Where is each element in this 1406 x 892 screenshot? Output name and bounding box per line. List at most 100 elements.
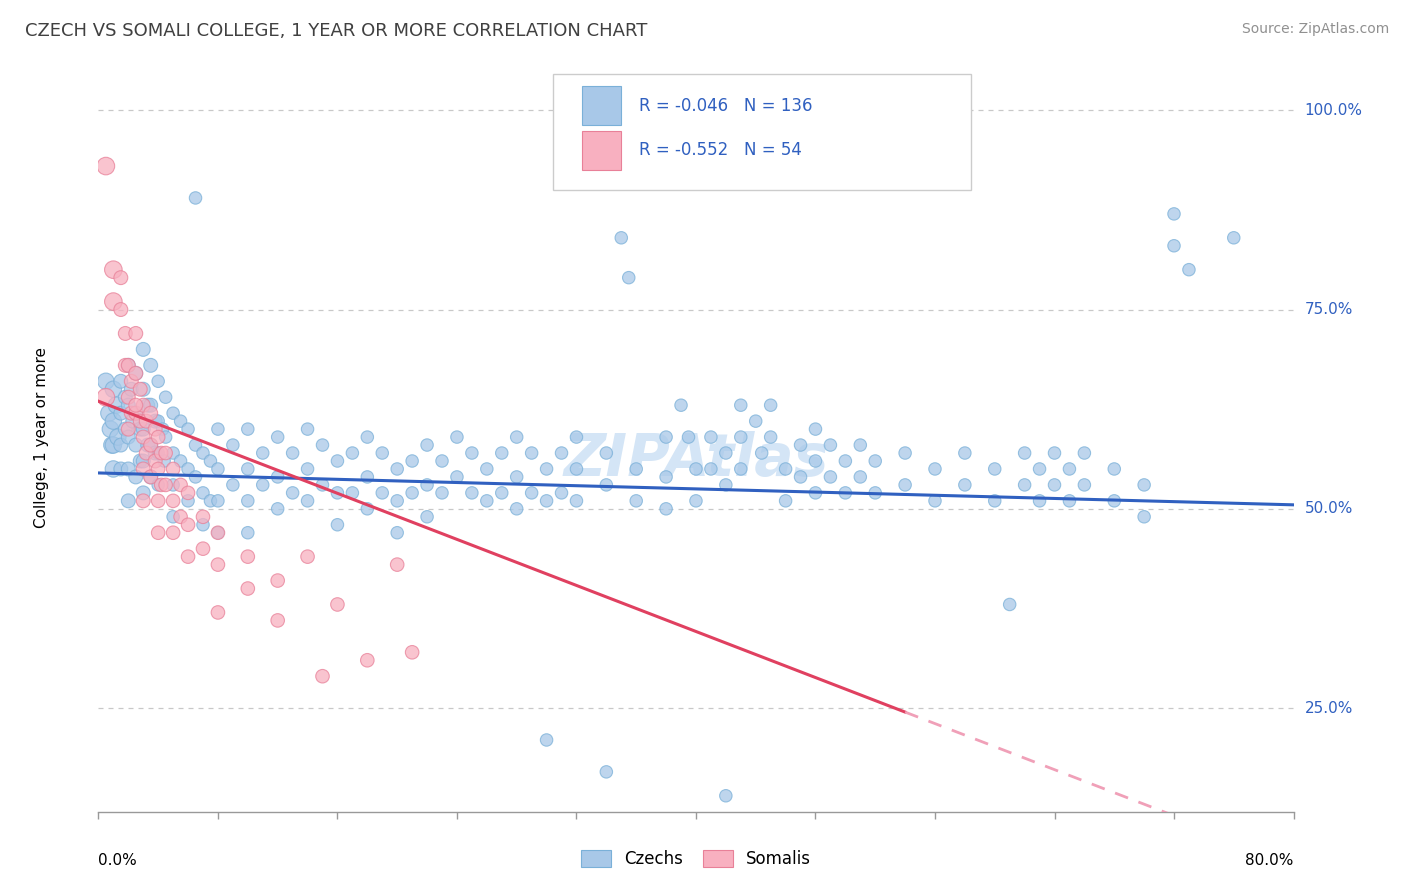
Point [730, 430, 752, 444]
Point [114, 390, 136, 404]
Text: College, 1 year or more: College, 1 year or more [34, 347, 49, 527]
Point [984, 462, 1007, 476]
Point [475, 493, 498, 508]
Point [139, 438, 162, 452]
Point [139, 398, 162, 412]
Point [162, 525, 184, 540]
Point [775, 462, 797, 476]
Point [326, 598, 349, 612]
Point [155, 390, 177, 404]
Point [342, 446, 364, 460]
Text: R = -0.046   N = 136: R = -0.046 N = 136 [638, 97, 813, 115]
Point [924, 462, 946, 476]
Point [136, 438, 159, 452]
Point [169, 509, 191, 524]
Point [430, 486, 453, 500]
Point [356, 470, 378, 484]
Point [114, 422, 136, 436]
Point [849, 470, 872, 484]
Point [200, 454, 222, 468]
Point [1043, 478, 1066, 492]
Point [143, 446, 166, 460]
Point [117, 359, 139, 373]
Point [177, 517, 200, 532]
Point [506, 470, 529, 484]
Point [252, 446, 274, 460]
Point [1059, 462, 1081, 476]
Point [700, 462, 723, 476]
Point [820, 470, 842, 484]
Point [150, 478, 173, 492]
Text: 75.0%: 75.0% [1305, 302, 1353, 317]
Point [148, 493, 170, 508]
Point [745, 414, 768, 428]
Text: 25.0%: 25.0% [1305, 700, 1353, 715]
Point [114, 326, 136, 341]
Text: R = -0.552   N = 54: R = -0.552 N = 54 [638, 141, 801, 159]
Point [117, 462, 139, 476]
Point [536, 733, 558, 747]
Point [184, 470, 207, 484]
Point [311, 438, 333, 452]
Point [655, 501, 678, 516]
Point [446, 470, 468, 484]
Point [789, 438, 811, 452]
Point [297, 462, 319, 476]
Point [121, 414, 143, 428]
Point [685, 462, 707, 476]
Point [416, 438, 439, 452]
Point [565, 462, 588, 476]
Point [139, 470, 162, 484]
Point [267, 430, 290, 444]
Point [281, 486, 304, 500]
Text: 100.0%: 100.0% [1305, 103, 1362, 118]
Text: Source: ZipAtlas.com: Source: ZipAtlas.com [1241, 22, 1389, 37]
Point [125, 398, 148, 412]
Point [143, 454, 166, 468]
Point [110, 374, 132, 388]
Point [1223, 231, 1246, 245]
Point [132, 430, 155, 444]
Point [342, 486, 364, 500]
Point [267, 501, 290, 516]
Point [617, 270, 640, 285]
Point [155, 430, 177, 444]
Point [152, 422, 174, 436]
Point [94, 374, 117, 388]
Point [207, 493, 229, 508]
Point [143, 414, 166, 428]
Point [401, 454, 423, 468]
Point [148, 374, 170, 388]
Point [125, 470, 148, 484]
Point [326, 486, 349, 500]
Point [1104, 493, 1126, 508]
Text: 50.0%: 50.0% [1305, 501, 1353, 516]
FancyBboxPatch shape [582, 87, 620, 126]
Point [162, 462, 184, 476]
Point [461, 486, 484, 500]
Point [610, 231, 633, 245]
Point [184, 191, 207, 205]
Point [356, 501, 378, 516]
Point [117, 390, 139, 404]
Point [184, 438, 207, 452]
Point [110, 406, 132, 420]
Point [177, 493, 200, 508]
Point [1043, 446, 1066, 460]
Point [326, 454, 349, 468]
Point [385, 462, 409, 476]
Point [191, 541, 214, 556]
Point [1104, 462, 1126, 476]
Point [148, 462, 170, 476]
Point [565, 430, 588, 444]
Point [148, 478, 170, 492]
Point [385, 558, 409, 572]
Point [865, 454, 887, 468]
Point [132, 343, 155, 357]
Point [98, 422, 122, 436]
Point [804, 454, 827, 468]
Point [550, 446, 572, 460]
Point [103, 462, 125, 476]
Point [107, 430, 129, 444]
Point [117, 430, 139, 444]
